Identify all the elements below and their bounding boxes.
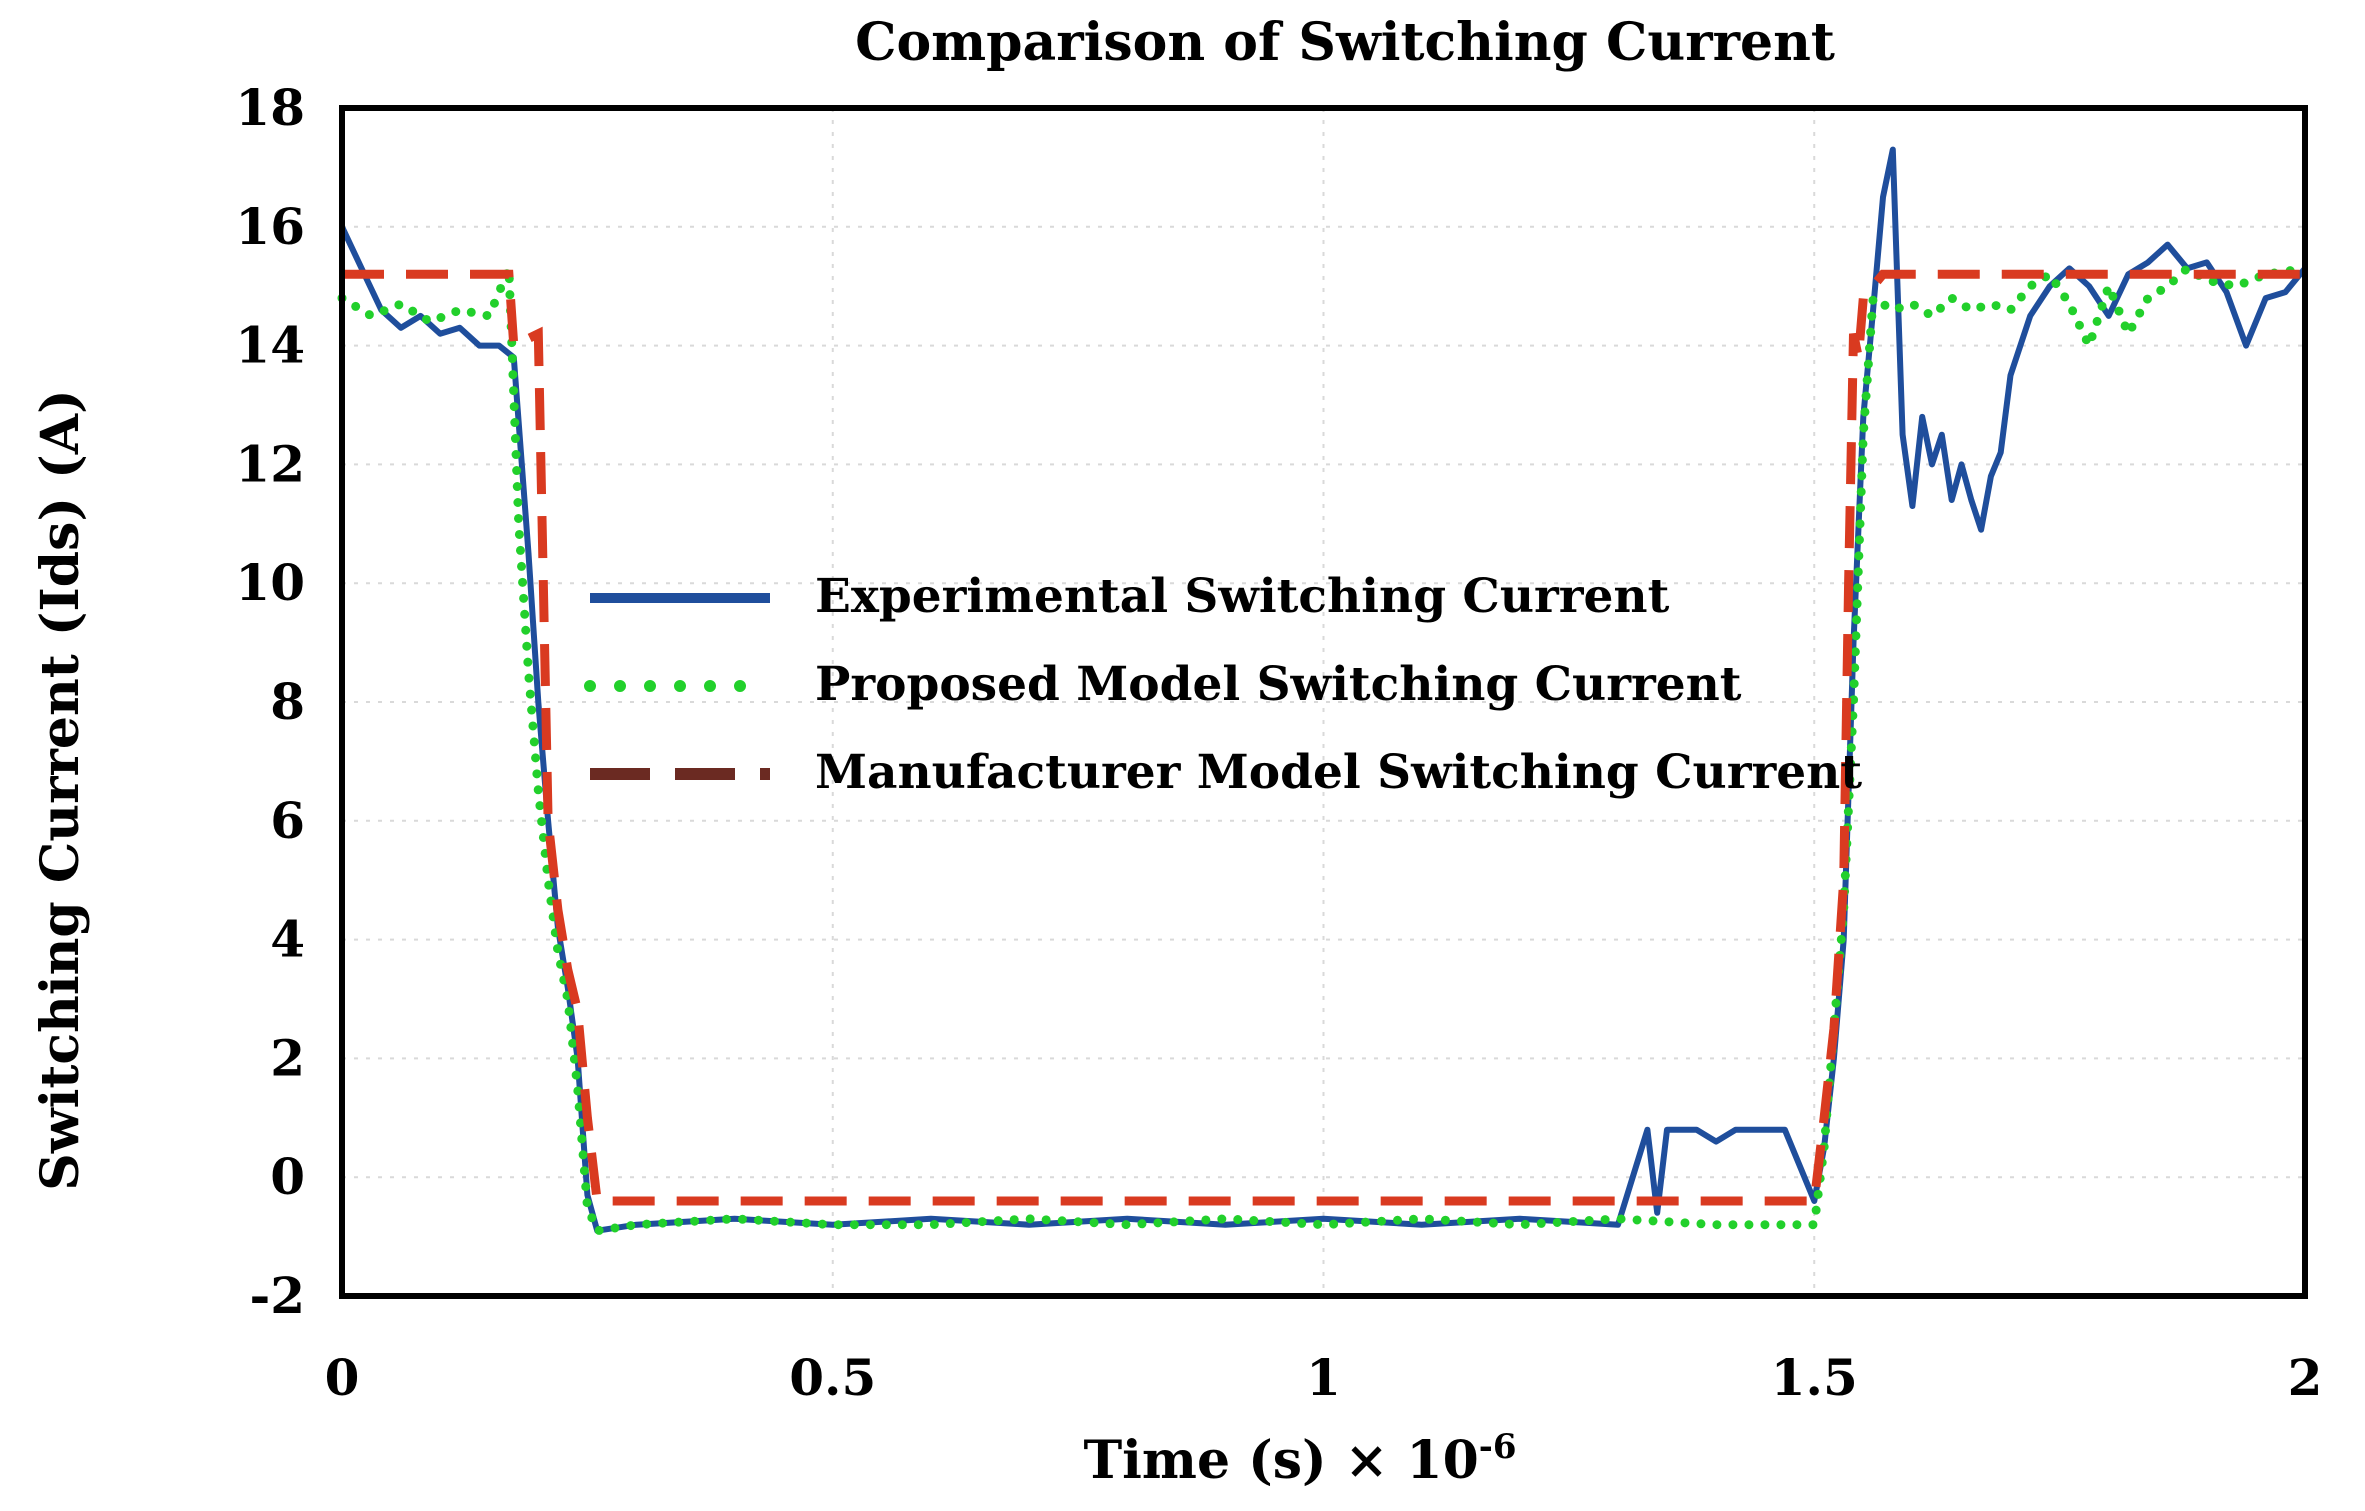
y-tick-label: 0 (270, 1147, 305, 1206)
y-axis-label: Switching Current (Ids) (A) (30, 389, 91, 1190)
series-line-solid (339, 146, 2308, 1234)
y-tick-label: 8 (270, 672, 305, 731)
x-tick-label: 0 (325, 1348, 360, 1407)
legend-label-proposed: Proposed Model Switching Current (815, 657, 1742, 712)
y-tick-label: 16 (235, 197, 305, 256)
x-axis-label-text: Time (s) × 10 (1083, 1430, 1478, 1491)
y-tick-label: 6 (270, 791, 305, 850)
x-tick-label: 2 (2288, 1348, 2323, 1407)
chart-title: Comparison of Switching Current (855, 12, 1835, 73)
y-axis-ticks: 18 16 14 12 10 8 6 4 2 0 -2 (235, 78, 305, 1325)
x-axis-label: Time (s) × 10-6 (1083, 1427, 1516, 1491)
y-tick-label: -2 (249, 1266, 305, 1325)
y-tick-label: 14 (235, 316, 305, 375)
grid (341, 107, 2306, 1297)
legend: Experimental Switching Current Proposed … (584, 569, 1862, 800)
legend-label-manufacturer: Manufacturer Model Switching Current (815, 745, 1862, 800)
series-line-dashed (342, 269, 2305, 1206)
series-line-dotted (337, 262, 2310, 1236)
y-tick-label: 12 (235, 434, 305, 493)
x-axis-label-exponent: -6 (1479, 1427, 1517, 1467)
plot-frame (339, 105, 2308, 1299)
y-tick-label: 2 (270, 1028, 305, 1087)
x-axis-ticks: 0 0.5 1 1.5 2 (325, 1348, 2323, 1407)
y-tick-label: 18 (235, 78, 305, 137)
x-tick-label: 0.5 (789, 1348, 876, 1407)
series-layer (337, 146, 2310, 1236)
x-tick-label: 1 (1306, 1348, 1341, 1407)
x-tick-label: 1.5 (1771, 1348, 1858, 1407)
legend-label-experimental: Experimental Switching Current (815, 569, 1670, 624)
y-tick-label: 10 (235, 553, 305, 612)
y-tick-label: 4 (270, 910, 305, 969)
